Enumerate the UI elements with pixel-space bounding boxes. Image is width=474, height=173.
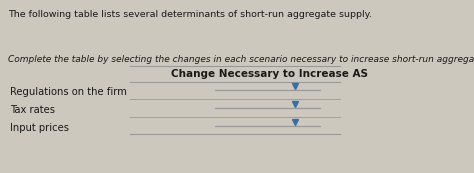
Text: Regulations on the firm: Regulations on the firm (10, 87, 127, 97)
Text: Complete the table by selecting the changes in each scenario necessary to increa: Complete the table by selecting the chan… (8, 55, 474, 64)
Text: The following table lists several determinants of short-run aggregate supply.: The following table lists several determ… (8, 10, 372, 19)
Text: Input prices: Input prices (10, 123, 69, 133)
Text: Change Necessary to Increase AS: Change Necessary to Increase AS (172, 69, 368, 79)
Text: Tax rates: Tax rates (10, 105, 55, 115)
